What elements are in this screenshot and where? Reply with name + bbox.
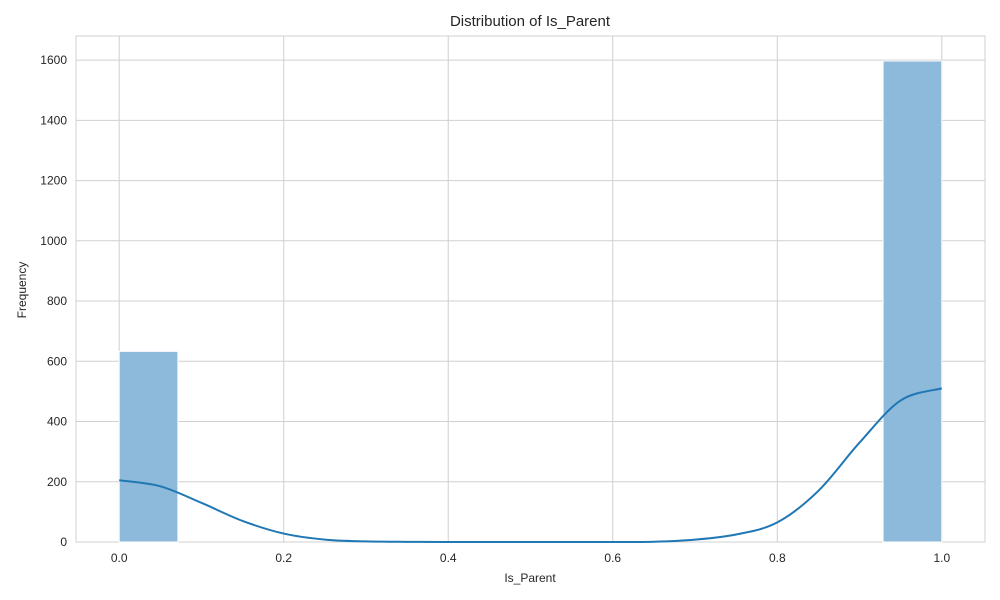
kde-curve [119,387,943,544]
plot-frame [75,35,986,543]
x-axis-label: Is_Parent [504,571,556,585]
y-axis-label: Frequency [15,262,29,319]
x-tick-label: 0.4 [440,551,457,565]
chart-title: Distribution of Is_Parent [450,13,611,30]
x-tick-label: 0.2 [275,551,292,565]
x-tick-label: 0.6 [604,551,621,565]
y-tick-label: 600 [47,354,67,368]
x-tick-label: 0.8 [769,551,786,565]
x-tick-label: 1.0 [933,551,950,565]
y-tick-label: 0 [60,535,67,549]
histogram-bar [882,60,943,543]
y-tick-label: 200 [47,475,67,489]
histogram-bar [118,350,179,543]
x-tick-label: 0.0 [111,551,128,565]
y-tick-label: 400 [47,415,67,429]
y-tick-label: 1400 [40,113,67,127]
y-tick-label: 1000 [40,234,67,248]
bars-layer [118,60,943,543]
ticks-layer: 0.0 0.2 0.4 0.6 0.8 1.0 0 200 400 600 800 1000 1200 1… [40,53,950,565]
grid-layer [75,35,986,543]
kde-layer [119,387,943,544]
y-tick-label: 1200 [40,174,67,188]
y-tick-label: 1600 [40,53,67,67]
y-tick-label: 800 [47,294,67,308]
